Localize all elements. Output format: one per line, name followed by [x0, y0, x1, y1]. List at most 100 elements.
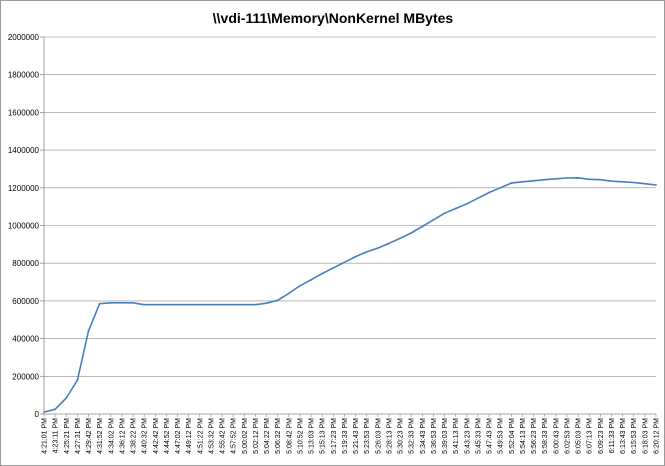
x-tick-label: 5:23:53 PM: [364, 418, 371, 454]
x-tick-label: 5:02:12 PM: [253, 418, 260, 454]
x-tick-label: 5:43:23 PM: [464, 418, 471, 454]
data-point: [109, 301, 112, 304]
x-tick-label: 4:31:52 PM: [97, 418, 104, 454]
data-point: [566, 177, 568, 179]
data-point: [198, 303, 201, 306]
x-tick-label: 5:19:33 PM: [342, 418, 349, 454]
x-tick-label: 4:42:42 PM: [153, 418, 160, 454]
x-tick-label: 5:15:13 PM: [320, 418, 327, 454]
data-point: [465, 202, 468, 205]
x-tick-label: 4:40:32 PM: [142, 418, 149, 454]
x-tick-label: 5:08:42 PM: [286, 418, 293, 454]
y-axis: 0 200000 400000 600000 800000 1000000 1200000 1…: [8, 33, 45, 419]
x-tick-label: 5:13:03 PM: [309, 418, 316, 454]
data-point: [98, 302, 101, 305]
x-tick-label: 5:06:32 PM: [275, 418, 282, 454]
data-point: [243, 303, 246, 306]
data-point: [477, 197, 479, 200]
y-tick-label: 800000: [12, 259, 39, 268]
x-tick-label: 5:00:02 PM: [242, 418, 249, 454]
x-tick-label: 4:57:52 PM: [231, 418, 238, 454]
data-point: [388, 242, 390, 245]
data-point: [621, 180, 624, 183]
data-point: [154, 303, 157, 306]
x-tick-label: 6:18:03 PM: [642, 418, 649, 454]
data-point: [521, 180, 524, 183]
data-point: [376, 247, 379, 250]
data-point: [510, 182, 513, 184]
x-tick-label: 5:47:43 PM: [487, 418, 494, 454]
x-tick-label: 4:36:12 PM: [119, 418, 126, 454]
series-layer: [43, 176, 657, 414]
x-tick-label: 5:32:33 PM: [409, 418, 416, 454]
data-point: [54, 408, 57, 411]
data-point: [321, 272, 324, 275]
data-point: [65, 397, 68, 399]
y-tick-label: 1400000: [8, 146, 40, 155]
data-point: [232, 303, 235, 306]
x-tick-label: 4:21:01 PM: [42, 418, 49, 454]
x-tick-label: 5:39:03 PM: [442, 418, 449, 454]
data-point: [187, 303, 190, 306]
x-tick-label: 5:41:13 PM: [453, 418, 460, 454]
x-tick-label: 5:36:53 PM: [431, 418, 438, 454]
x-tick-label: 6:15:53 PM: [631, 418, 638, 454]
data-point: [488, 191, 490, 194]
data-point: [343, 261, 346, 264]
x-tick-label: 5:34:43 PM: [420, 418, 427, 454]
y-tick-label: 200000: [12, 372, 39, 381]
x-tick-label: 5:21:43 PM: [353, 418, 360, 454]
x-tick-label: 5:10:52 PM: [297, 418, 304, 454]
data-point: [643, 182, 646, 185]
data-point: [588, 178, 591, 181]
data-point: [265, 302, 268, 305]
data-point: [287, 292, 290, 295]
x-tick-label: 5:30:23 PM: [398, 418, 405, 454]
data-point: [254, 303, 257, 306]
data-point: [543, 178, 546, 181]
x-tick-label: 5:56:23 PM: [531, 418, 538, 454]
x-tick-label: 6:11:33 PM: [609, 418, 616, 453]
data-point: [610, 180, 613, 183]
x-tick-label: 5:54:13 PM: [520, 418, 527, 454]
x-tick-label: 4:47:02 PM: [175, 418, 182, 454]
data-point: [87, 330, 90, 332]
data-point: [532, 179, 535, 182]
data-point: [410, 232, 413, 234]
data-point: [310, 278, 312, 281]
y-tick-label: 0: [35, 410, 40, 419]
data-point: [554, 177, 557, 180]
data-point: [132, 301, 134, 304]
x-tick-label: 4:53:32 PM: [208, 418, 215, 454]
x-tick-label: 5:04:22 PM: [264, 418, 271, 454]
x-tick-label: 6:00:43 PM: [553, 418, 560, 454]
x-tick-label: 4:44:52 PM: [164, 418, 171, 454]
data-point: [577, 176, 580, 179]
data-point: [632, 181, 635, 184]
data-point: [599, 178, 602, 181]
x-tick-label: 5:52:04 PM: [509, 418, 516, 454]
x-tick-label: 5:45:33 PM: [475, 418, 482, 454]
x-tick-label: 4:29:42 PM: [86, 418, 93, 454]
data-point: [399, 237, 401, 240]
data-point: [454, 207, 457, 210]
x-tick-label: 6:05:03 PM: [576, 418, 583, 454]
data-point: [210, 303, 212, 306]
x-tick-label: 5:58:33 PM: [542, 418, 549, 454]
x-axis: 4:21:01 PM 4:23:11 PM 4:25:21 PM 4:27:31 PM…: [42, 413, 661, 454]
x-tick-label: 6:02:53 PM: [564, 418, 571, 454]
x-tick-label: 4:27:31 PM: [75, 418, 82, 454]
data-point: [276, 299, 279, 302]
x-tick-label: 6:09:23 PM: [598, 418, 605, 454]
x-tick-label: 4:34:02 PM: [108, 418, 115, 454]
x-tick-label: 5:17:23 PM: [331, 418, 338, 454]
y-tick-label: 1200000: [8, 184, 40, 193]
y-tick-label: 1800000: [8, 71, 40, 80]
data-point: [165, 303, 168, 306]
chart-title: \\vdi-111\Memory\NonKernel MBytes: [213, 10, 454, 26]
x-tick-label: 4:55:42 PM: [220, 418, 227, 454]
data-point: [221, 303, 223, 306]
gridlines: [44, 36, 656, 377]
data-point: [76, 379, 79, 381]
